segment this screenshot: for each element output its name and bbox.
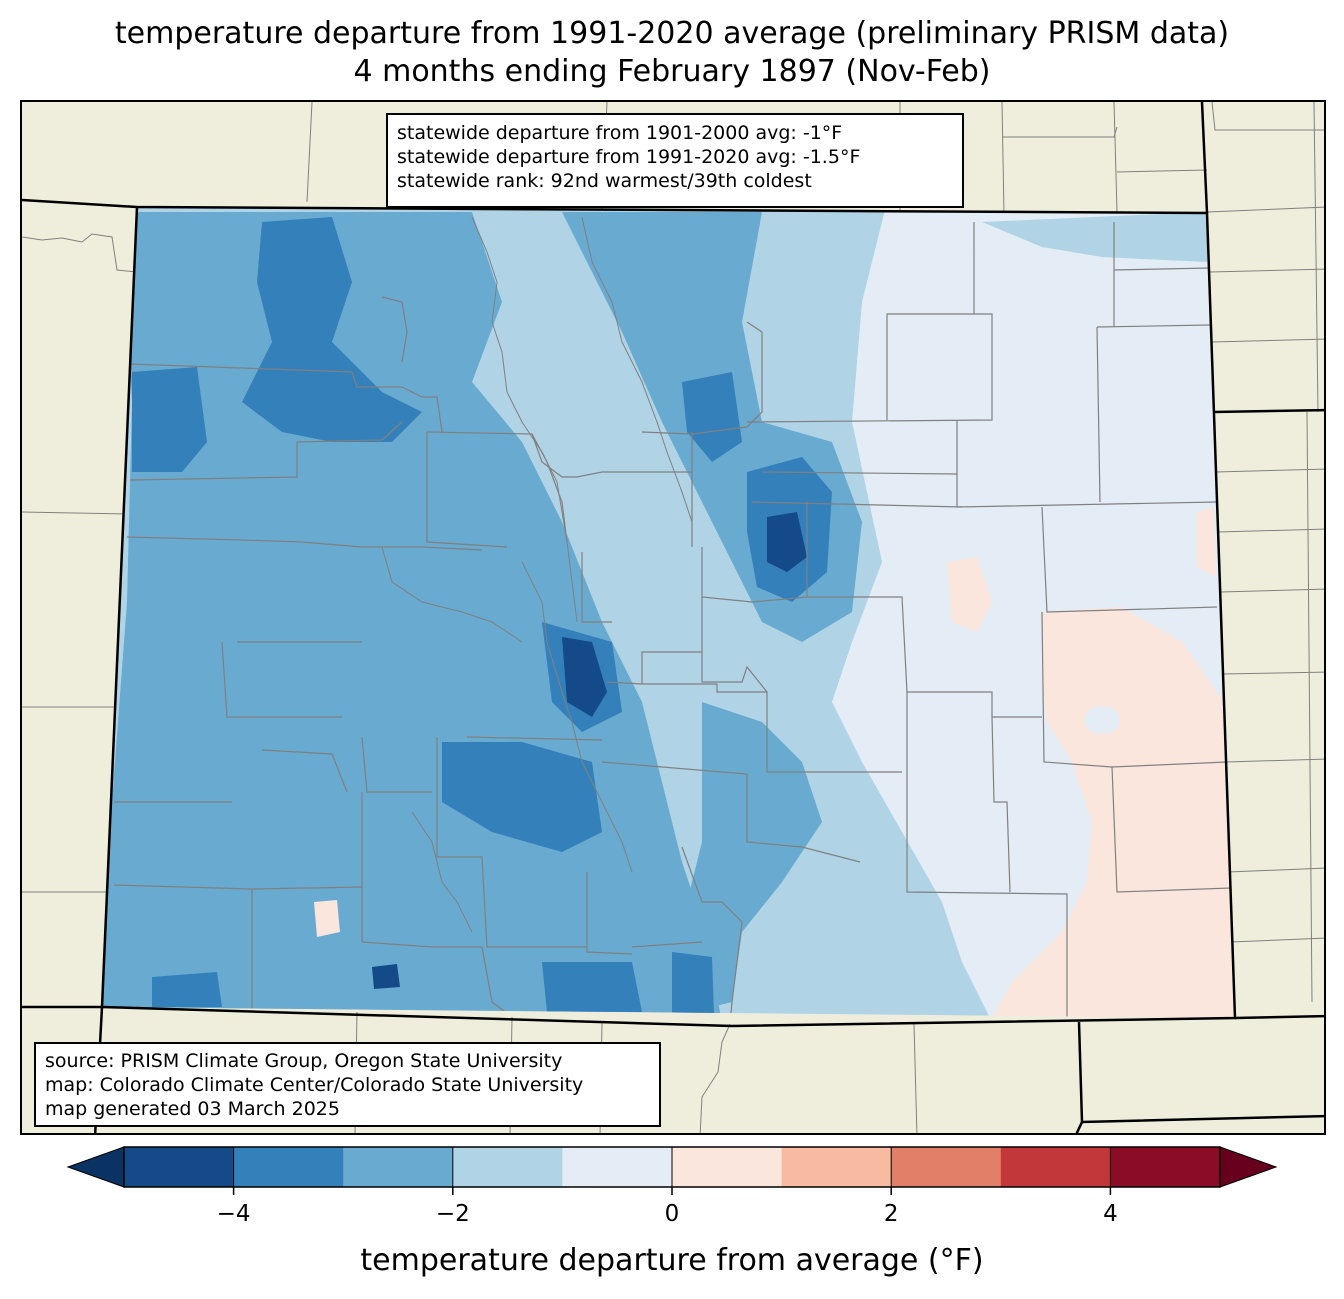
colorbar-label: temperature departure from average (°F) (360, 1243, 984, 1278)
colorbar-tick-label: −2 (436, 1201, 470, 1227)
colorbar-bin-1 (233, 1147, 344, 1187)
stats-line-1991-2020: statewide departure from 1991-2020 avg: … (397, 146, 861, 168)
colorbar-bin-4 (562, 1147, 673, 1187)
colorbar-bin-6 (781, 1147, 892, 1187)
stats-line-1901-2000: statewide departure from 1901-2000 avg: … (397, 122, 843, 144)
statewide-stats-box: statewide departure from 1901-2000 avg: … (386, 113, 964, 208)
map-title: temperature departure from 1991-2020 ave… (114, 16, 1230, 51)
continental-divide-lines (381, 216, 693, 933)
colorbar-bin-5 (672, 1147, 783, 1187)
generated-date-line: map generated 03 March 2025 (45, 1098, 340, 1120)
colorbar-bin-3 (452, 1147, 563, 1187)
stats-line-rank: statewide rank: 92nd warmest/39th coldes… (397, 170, 812, 192)
map-credit-line: map: Colorado Climate Center/Colorado St… (45, 1074, 584, 1096)
temperature-field (102, 207, 1235, 1018)
colorbar-bin-9 (1110, 1147, 1221, 1187)
map-subtitle: 4 months ending February 1897 (Nov-Feb) (353, 54, 991, 89)
colorado-map (22, 102, 1324, 1133)
county-lines (113, 222, 1233, 1018)
colorbar-bin-7 (891, 1147, 1002, 1187)
colorbar-bin-0 (124, 1147, 235, 1187)
colorbar-bin-8 (1000, 1147, 1111, 1187)
source-box: source: PRISM Climate Group, Oregon Stat… (34, 1042, 661, 1127)
colorbar-over-arrow (1219, 1146, 1278, 1188)
colorbar-tick-label: 2 (884, 1201, 899, 1227)
state-borders (22, 102, 1324, 1133)
map-panel: statewide departure from 1901-2000 avg: … (20, 100, 1326, 1135)
colorbar: −4 −2 0 2 4 (66, 1146, 1278, 1227)
source-line: source: PRISM Climate Group, Oregon Stat… (45, 1050, 563, 1072)
colorbar-tick-label: −4 (217, 1201, 251, 1227)
colorbar-under-arrow (66, 1146, 125, 1188)
colorbar-tick-label: 4 (1103, 1201, 1118, 1227)
colorbar-bin-2 (343, 1147, 454, 1187)
colorbar-tick-label: 0 (665, 1201, 680, 1227)
